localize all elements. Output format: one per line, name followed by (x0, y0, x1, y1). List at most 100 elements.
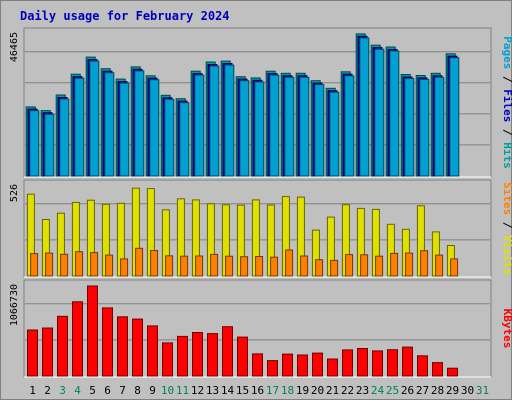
bar-sites-day-29 (450, 258, 459, 277)
y-axis-label-part: Visits (501, 235, 512, 275)
bar-pages-day-16 (254, 81, 265, 177)
bar-pages-day-2 (44, 113, 55, 177)
x-tick-label-day-21: 21 (326, 384, 339, 397)
bar-sites-day-11 (180, 255, 189, 277)
bar-sites-day-20 (315, 259, 324, 277)
bar-pages-day-18 (284, 76, 295, 177)
x-tick-label-day-19: 19 (296, 384, 309, 397)
bar-pages-day-20 (314, 84, 325, 177)
x-tick-label-day-3: 3 (59, 384, 66, 397)
y-axis-label-part: / (501, 69, 512, 89)
bar-sites-day-4 (75, 251, 84, 277)
x-tick-label-day-13: 13 (206, 384, 219, 397)
x-tick-label-day-10: 10 (161, 384, 174, 397)
chart-title: Daily usage for February 2024 (20, 9, 230, 23)
x-tick-label-day-31: 31 (476, 384, 489, 397)
bar-kbytes-day-8 (132, 318, 143, 377)
y-max-label: 526 (9, 184, 20, 202)
bar-pages-day-29 (449, 57, 460, 177)
bar-kbytes-day-26 (402, 346, 413, 377)
x-tick-label-day-23: 23 (356, 384, 369, 397)
bar-sites-day-25 (390, 252, 399, 277)
bar-kbytes-day-19 (297, 354, 308, 377)
bar-sites-day-24 (375, 255, 384, 277)
bar-pages-day-15 (239, 80, 250, 177)
y-axis-label-part: / (501, 215, 512, 235)
bar-sites-day-5 (90, 252, 99, 277)
y-axis-label-part: KBytes (501, 309, 512, 349)
bar-kbytes-day-6 (102, 307, 113, 377)
x-tick-label-day-4: 4 (74, 384, 81, 397)
y-axis-label: KBytes (501, 309, 512, 349)
bar-kbytes-day-16 (252, 353, 263, 377)
bar-sites-day-18 (285, 249, 294, 277)
bar-sites-day-17 (270, 256, 279, 277)
bar-kbytes-day-27 (417, 355, 428, 377)
x-tick-label-day-9: 9 (149, 384, 156, 397)
bar-sites-day-23 (360, 254, 369, 277)
x-tick-label-day-12: 12 (191, 384, 204, 397)
bar-pages-day-17 (269, 74, 280, 177)
bar-sites-day-2 (45, 252, 54, 277)
bar-kbytes-day-20 (312, 352, 323, 377)
y-axis-label: Sites / Visits (501, 182, 512, 275)
bar-kbytes-day-10 (162, 342, 173, 377)
bar-sites-day-9 (150, 250, 159, 277)
y-axis-label: Pages / Files / Hits (501, 36, 512, 169)
x-tick-label-day-24: 24 (371, 384, 385, 397)
x-tick-label-day-29: 29 (446, 384, 459, 397)
bar-kbytes-day-29 (447, 367, 458, 377)
y-axis-label-part: / (501, 122, 512, 142)
x-tick-label-day-27: 27 (416, 384, 429, 397)
bar-kbytes-day-22 (342, 349, 353, 377)
y-max-label: 46465 (9, 32, 20, 62)
bar-pages-day-25 (389, 50, 400, 177)
bar-kbytes-day-14 (222, 326, 233, 377)
bar-sites-day-22 (345, 254, 354, 277)
x-tick-label-day-30: 30 (461, 384, 474, 397)
x-tick-label-day-8: 8 (134, 384, 141, 397)
bar-sites-day-1 (30, 253, 39, 277)
bar-sites-day-12 (195, 255, 204, 277)
y-axis-label-part: Pages (501, 36, 512, 69)
bar-kbytes-day-1 (27, 329, 38, 377)
bar-pages-day-23 (359, 37, 370, 177)
y-axis-label-part: Files (501, 89, 512, 122)
x-tick-label-day-2: 2 (44, 384, 51, 397)
bar-kbytes-day-2 (42, 327, 53, 377)
bar-pages-day-10 (164, 98, 175, 177)
bar-sites-day-6 (105, 254, 114, 277)
bar-pages-day-7 (119, 82, 130, 177)
series-pages (29, 37, 460, 177)
x-tick-label-day-15: 15 (236, 384, 249, 397)
bar-sites-day-16 (255, 256, 264, 277)
bar-pages-day-19 (299, 76, 310, 177)
bar-pages-day-24 (374, 48, 385, 177)
bar-sites-day-19 (300, 255, 309, 277)
x-tick-label-day-16: 16 (251, 384, 264, 397)
x-tick-label-day-5: 5 (89, 384, 96, 397)
y-axis-label-part: Sites (501, 182, 512, 215)
bar-sites-day-21 (330, 259, 339, 277)
bar-sites-day-27 (420, 250, 429, 277)
bar-sites-day-3 (60, 253, 69, 277)
x-tick-label-day-25: 25 (386, 384, 399, 397)
bar-kbytes-day-11 (177, 335, 188, 377)
bar-pages-day-8 (134, 70, 145, 177)
bar-kbytes-day-23 (357, 348, 368, 377)
bar-kbytes-day-4 (72, 301, 83, 377)
bar-pages-day-6 (104, 72, 115, 177)
x-tick-label-day-6: 6 (104, 384, 111, 397)
bar-sites-day-13 (210, 253, 219, 277)
bar-pages-day-22 (344, 75, 355, 177)
bar-pages-day-3 (59, 98, 70, 177)
x-tick-label-day-20: 20 (311, 384, 324, 397)
bar-pages-day-28 (434, 76, 445, 177)
x-tick-label-day-28: 28 (431, 384, 444, 397)
bar-kbytes-day-12 (192, 332, 203, 377)
bar-pages-day-21 (329, 91, 340, 177)
x-tick-label-day-22: 22 (341, 384, 354, 397)
bar-kbytes-day-15 (237, 336, 248, 377)
x-tick-label-day-26: 26 (401, 384, 414, 397)
bar-pages-day-9 (149, 79, 160, 177)
